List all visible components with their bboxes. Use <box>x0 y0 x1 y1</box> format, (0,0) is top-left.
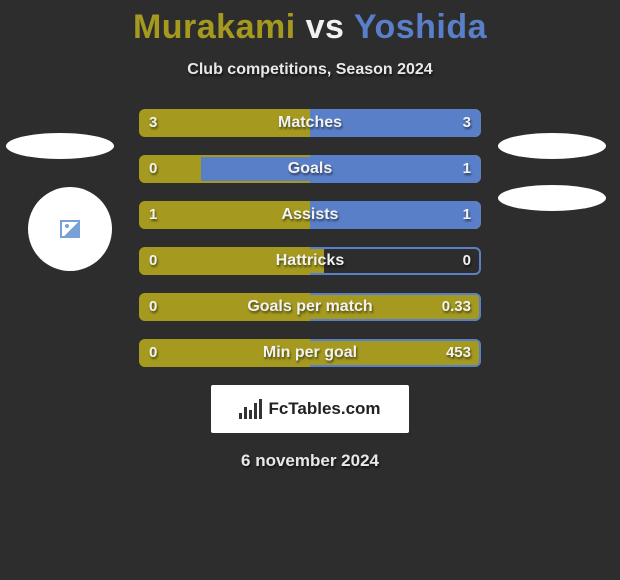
bar-value-right: 1 <box>463 155 471 183</box>
bar-label: Goals per match <box>139 293 481 321</box>
decor-ellipse-top-left <box>6 133 114 159</box>
bar-value-right: 3 <box>463 109 471 137</box>
subtitle: Club competitions, Season 2024 <box>0 61 620 79</box>
bar-value-left: 0 <box>149 339 157 367</box>
comparison-chart: Matches33Goals01Assists11Hattricks00Goal… <box>0 109 620 471</box>
bar-value-left: 0 <box>149 293 157 321</box>
stat-bar-row: Goals0 1 <box>139 155 481 183</box>
stat-bars: Matches33Goals01Assists11Hattricks00Goal… <box>139 109 481 367</box>
bar-label: Goals <box>139 155 481 183</box>
player-avatar-left <box>28 187 112 271</box>
player-right-name: Yoshida <box>354 8 487 46</box>
bar-label: Min per goal <box>139 339 481 367</box>
bar-value-right: 453 <box>446 339 471 367</box>
bar-value-right: 0.33 <box>442 293 471 321</box>
bar-chart-icon <box>239 399 262 419</box>
stat-bar-row: Assists1 1 <box>139 201 481 229</box>
site-logo-text: FcTables.com <box>268 399 380 419</box>
bar-value-right: 1 <box>463 201 471 229</box>
player-left-name: Murakami <box>133 8 296 46</box>
decor-ellipse-mid-right <box>498 185 606 211</box>
bar-value-left: 3 <box>149 109 157 137</box>
bar-label: Matches <box>139 109 481 137</box>
decor-ellipse-top-right <box>498 133 606 159</box>
page-title: Murakami vs Yoshida <box>0 0 620 47</box>
bar-label: Assists <box>139 201 481 229</box>
bar-value-left: 0 <box>149 155 157 183</box>
stat-bar-row: Min per goal0 453 <box>139 339 481 367</box>
stat-bar-row: Goals per match0 0.33 <box>139 293 481 321</box>
stat-bar-row: Matches3 3 <box>139 109 481 137</box>
image-placeholder-icon <box>60 220 80 238</box>
date-label: 6 november 2024 <box>0 451 620 471</box>
stat-bar-row: Hattricks0 0 <box>139 247 481 275</box>
bar-value-left: 1 <box>149 201 157 229</box>
site-logo[interactable]: FcTables.com <box>211 385 409 433</box>
bar-label: Hattricks <box>139 247 481 275</box>
bar-value-right: 0 <box>463 247 471 275</box>
bar-value-left: 0 <box>149 247 157 275</box>
vs-text: vs <box>306 8 345 46</box>
